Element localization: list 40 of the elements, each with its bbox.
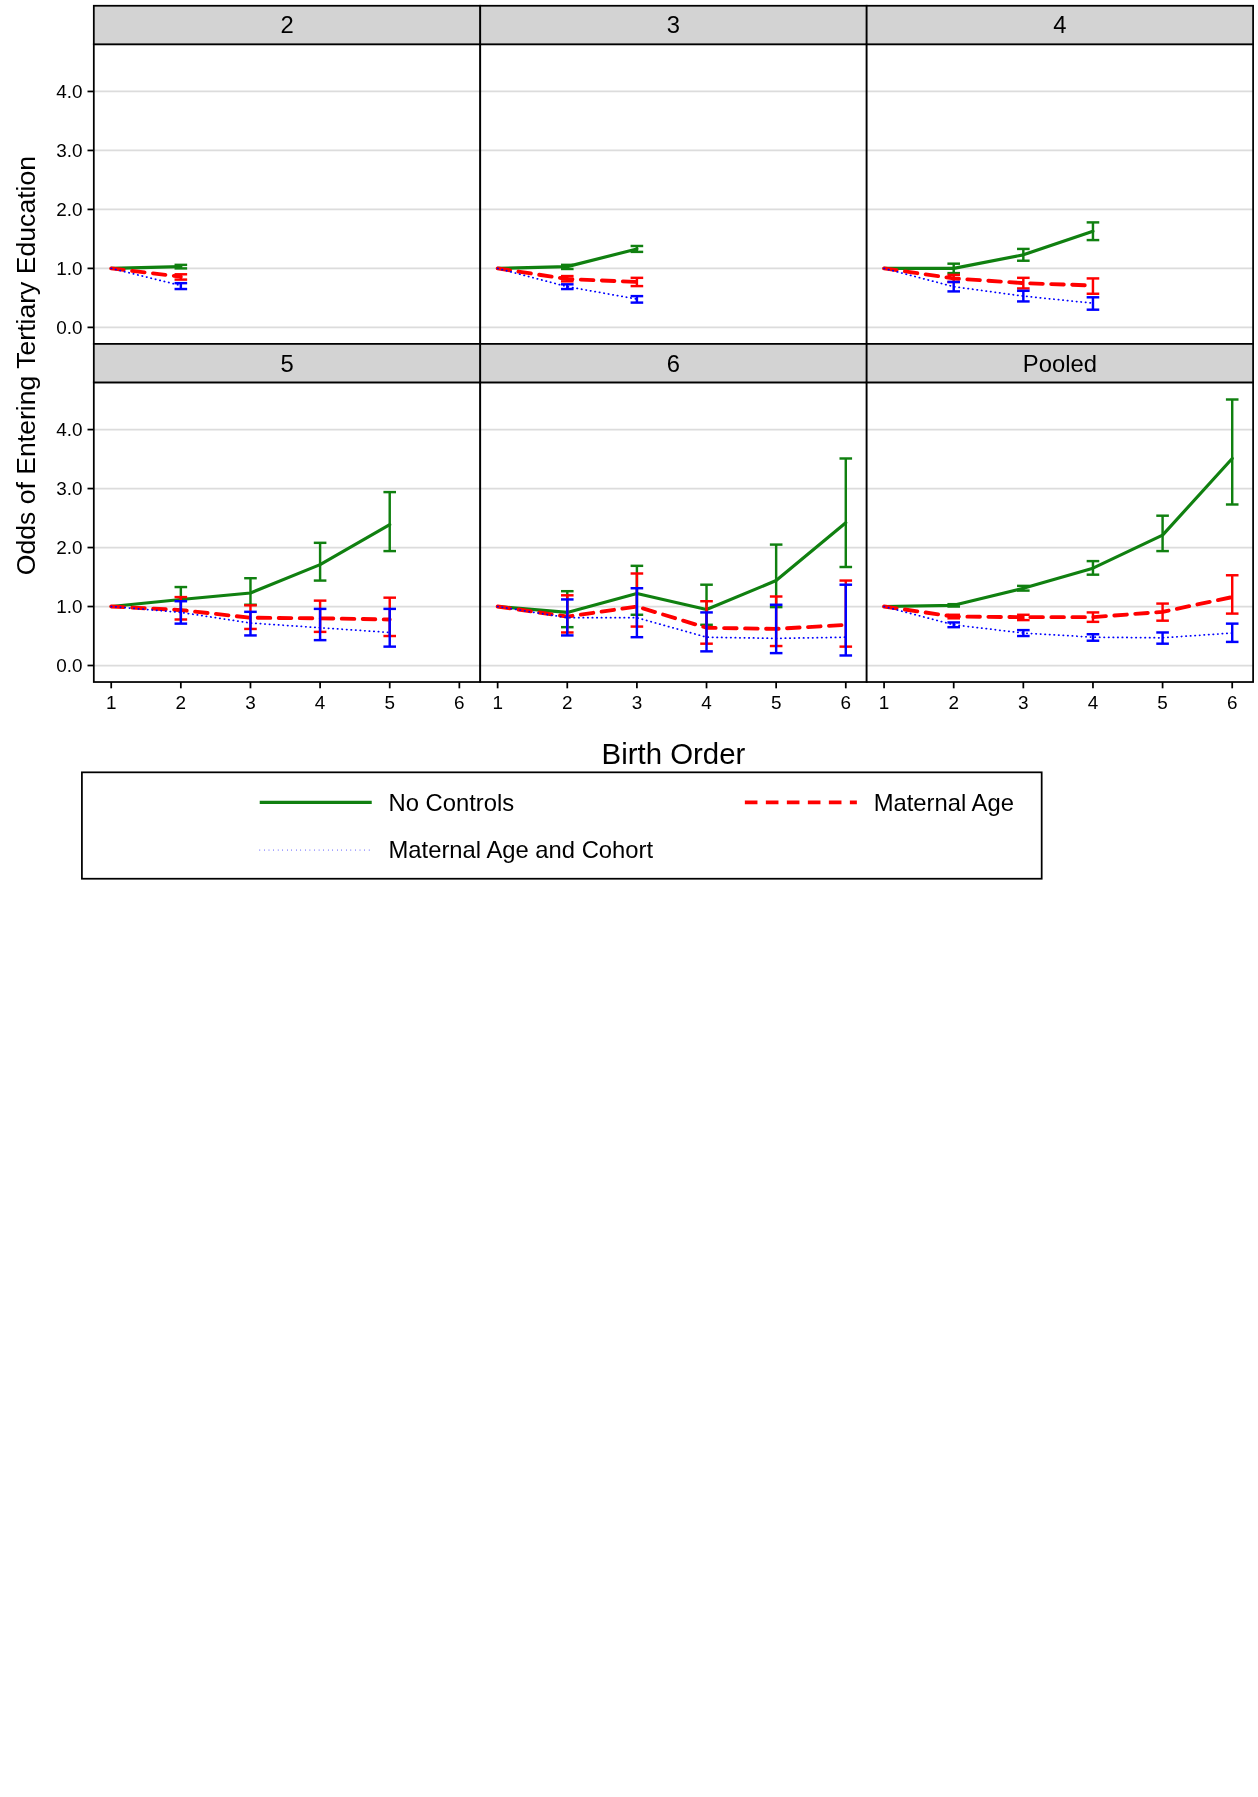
legend-label: No Controls xyxy=(388,788,515,816)
x-tick-label: 4 xyxy=(701,691,712,713)
x-tick-label: 2 xyxy=(948,691,959,713)
chart-title: 6 xyxy=(666,349,681,377)
x-tick-label: 2 xyxy=(562,691,573,713)
x-tick-label: 3 xyxy=(1018,691,1029,713)
chart-title: 5 xyxy=(280,349,294,377)
y-tick-label: 2.0 xyxy=(56,198,83,220)
x-tick-label: 1 xyxy=(105,691,117,713)
chart-title: Pooled xyxy=(1022,349,1097,377)
y-tick-label: 4.0 xyxy=(56,418,83,440)
x-tick-label: 6 xyxy=(454,691,465,713)
x-tick-label: 3 xyxy=(631,691,643,713)
x-tick-label: 6 xyxy=(840,691,852,713)
x-tick-label: 1 xyxy=(492,691,503,713)
x-tick-label: 5 xyxy=(770,691,782,713)
chart-title: 3 xyxy=(666,11,681,39)
x-tick-label: 4 xyxy=(314,691,326,713)
x-tick-label: 6 xyxy=(1226,691,1238,713)
y-tick-label: 3.0 xyxy=(56,139,83,161)
legend-label: Maternal Age xyxy=(873,788,1014,816)
x-axis-title: Birth Order xyxy=(601,736,746,770)
y-tick-label: 3.0 xyxy=(56,477,83,499)
x-tick-label: 5 xyxy=(384,691,395,713)
y-tick-label: 4.0 xyxy=(56,80,83,102)
y-tick-label: 2.0 xyxy=(56,536,83,558)
chart-title: 4 xyxy=(1053,11,1067,39)
y-tick-label: 0.0 xyxy=(56,654,83,676)
y-tick-label: 1.0 xyxy=(56,595,83,617)
y-tick-label: 1.0 xyxy=(56,257,83,279)
line-series xyxy=(109,604,392,622)
y-tick-label: 0.0 xyxy=(56,316,83,338)
y-axis-title: Odds of Entering Tertiary Education xyxy=(11,155,41,576)
x-tick-label: 4 xyxy=(1087,691,1099,713)
x-tick-label: 5 xyxy=(1157,691,1168,713)
x-tick-label: 2 xyxy=(175,691,187,713)
chart-title: 2 xyxy=(280,11,294,39)
x-tick-label: 3 xyxy=(245,691,256,713)
x-tick-label: 1 xyxy=(878,691,890,713)
legend-label: Maternal Age and Cohort xyxy=(388,836,654,864)
